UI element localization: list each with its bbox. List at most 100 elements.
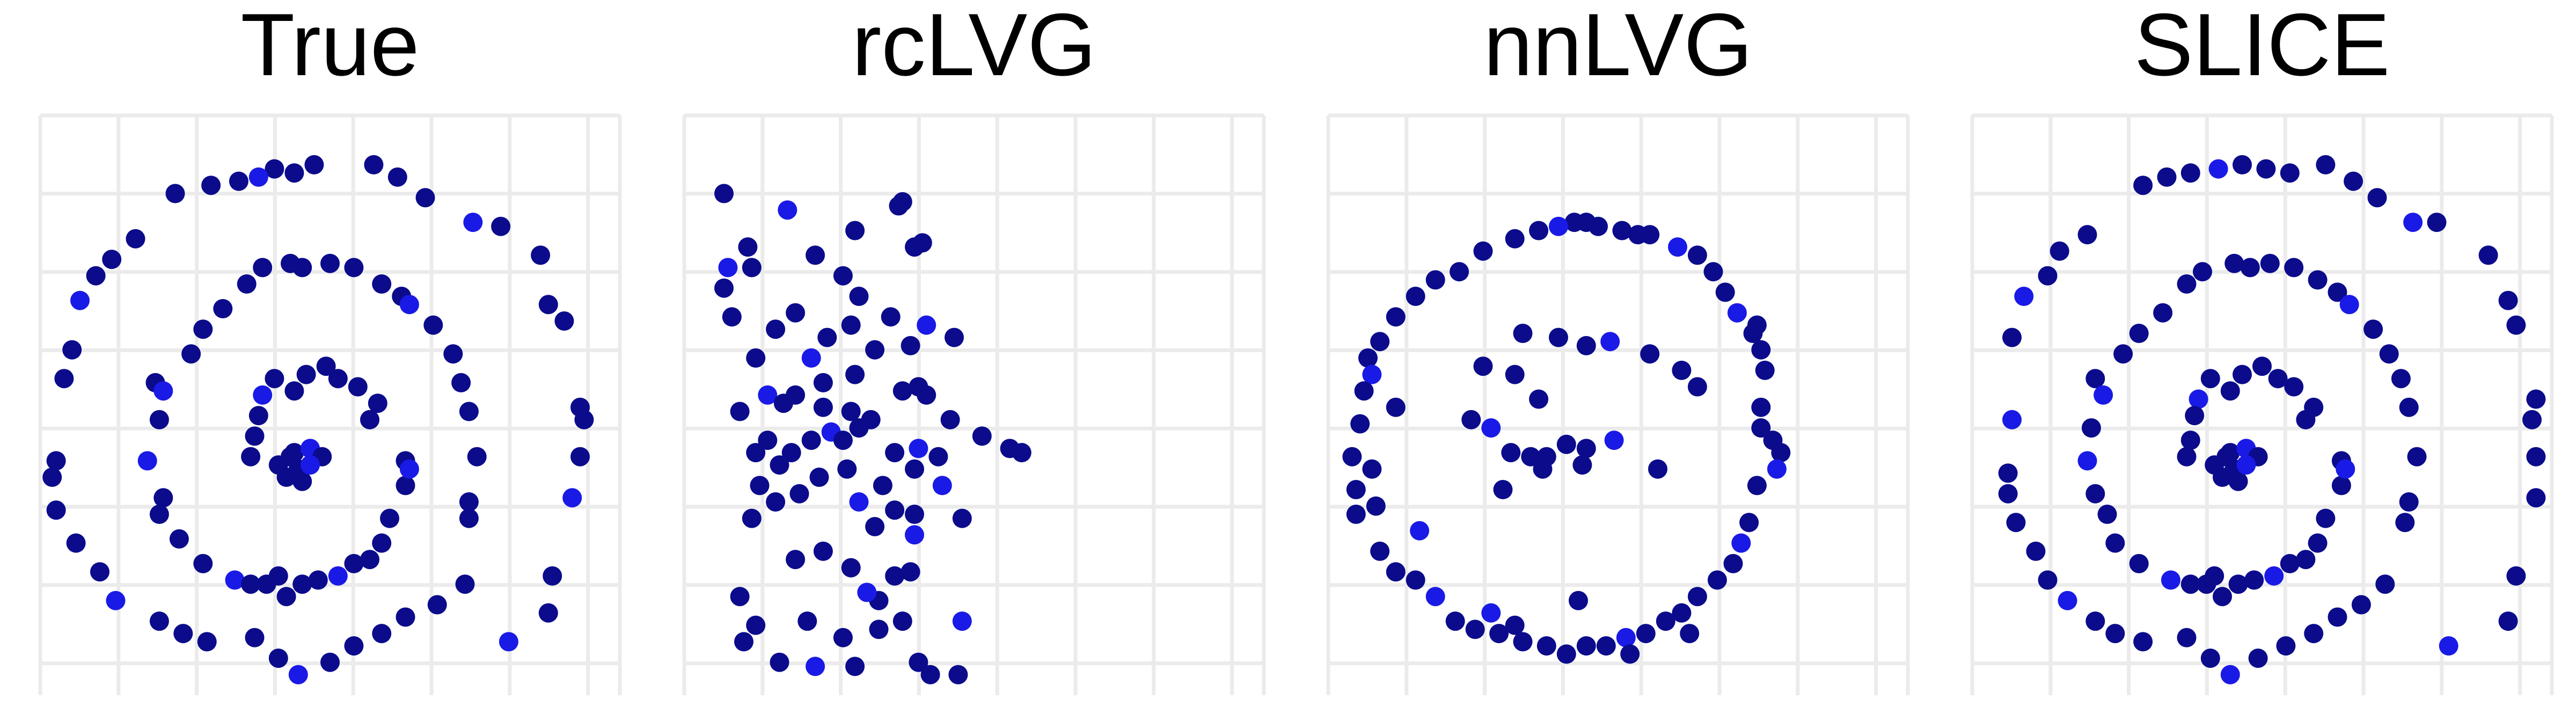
data-point bbox=[2180, 574, 2200, 594]
data-point bbox=[746, 348, 766, 368]
data-point bbox=[543, 566, 562, 586]
data-point bbox=[320, 253, 340, 273]
data-point bbox=[1450, 262, 1469, 282]
panel-points bbox=[1342, 213, 1791, 664]
data-point bbox=[1406, 570, 1425, 590]
data-point bbox=[2244, 570, 2264, 590]
data-point bbox=[229, 171, 248, 191]
data-point bbox=[372, 624, 392, 644]
data-point bbox=[360, 550, 379, 570]
data-point bbox=[102, 250, 122, 269]
data-point bbox=[1636, 624, 1656, 644]
data-point bbox=[1576, 439, 1596, 458]
data-point bbox=[714, 278, 734, 298]
data-point bbox=[153, 488, 173, 508]
data-point bbox=[1751, 418, 1771, 438]
data-point bbox=[952, 611, 972, 631]
panel-1: rcLVG bbox=[682, 0, 1266, 695]
data-point bbox=[368, 393, 387, 413]
data-point bbox=[1576, 636, 1596, 656]
data-point bbox=[284, 381, 304, 401]
data-point bbox=[948, 665, 968, 684]
data-point bbox=[2026, 541, 2046, 561]
panel-points bbox=[42, 155, 594, 684]
data-point bbox=[2006, 513, 2026, 533]
data-point bbox=[1358, 348, 1378, 368]
data-point bbox=[1672, 360, 1692, 380]
data-point bbox=[1410, 521, 1430, 541]
data-point bbox=[2316, 508, 2336, 528]
data-point bbox=[1589, 216, 1608, 236]
data-point bbox=[574, 410, 594, 429]
data-point bbox=[2478, 245, 2498, 265]
data-point bbox=[126, 229, 145, 249]
data-point bbox=[42, 468, 62, 487]
data-point bbox=[328, 566, 348, 586]
data-point bbox=[2224, 253, 2244, 273]
data-point bbox=[1425, 270, 1445, 290]
data-point bbox=[869, 619, 889, 639]
data-point bbox=[173, 624, 193, 644]
data-point bbox=[813, 397, 833, 417]
data-point bbox=[972, 426, 992, 446]
data-point bbox=[2085, 369, 2105, 389]
data-point bbox=[149, 410, 169, 429]
data-point bbox=[1354, 381, 1374, 401]
panel-title: True bbox=[240, 0, 419, 94]
data-point bbox=[2133, 176, 2153, 195]
data-point bbox=[328, 369, 348, 389]
data-point bbox=[905, 237, 924, 257]
data-point bbox=[423, 315, 443, 335]
data-point bbox=[1687, 587, 1707, 607]
data-point bbox=[734, 632, 753, 652]
data-point bbox=[169, 529, 189, 549]
data-point bbox=[538, 603, 558, 623]
data-point bbox=[2439, 636, 2458, 656]
data-point bbox=[1505, 615, 1525, 635]
data-point bbox=[786, 303, 806, 323]
data-point bbox=[2276, 636, 2296, 656]
data-point bbox=[2280, 163, 2300, 183]
panel-title: nnLVG bbox=[1483, 0, 1752, 94]
data-point bbox=[2268, 369, 2288, 389]
data-point bbox=[380, 508, 399, 528]
data-point bbox=[2395, 513, 2415, 533]
data-point bbox=[2399, 492, 2419, 512]
data-point bbox=[865, 340, 885, 360]
data-point bbox=[316, 356, 336, 376]
data-point bbox=[1998, 463, 2018, 483]
data-point bbox=[372, 533, 392, 553]
data-point bbox=[2200, 648, 2220, 668]
data-point bbox=[1998, 484, 2018, 504]
data-point bbox=[2498, 290, 2518, 310]
data-point bbox=[1715, 282, 1735, 302]
data-point bbox=[248, 167, 268, 187]
data-point bbox=[1386, 307, 1406, 327]
data-point bbox=[1640, 344, 1660, 364]
data-point bbox=[253, 258, 273, 278]
data-point bbox=[2085, 611, 2105, 631]
data-point bbox=[459, 402, 479, 421]
data-point bbox=[806, 657, 825, 676]
data-point bbox=[46, 451, 66, 471]
data-point bbox=[2248, 648, 2268, 668]
data-point bbox=[2180, 163, 2200, 183]
data-point bbox=[1739, 513, 1759, 533]
data-point bbox=[1731, 533, 1751, 553]
data-point bbox=[2193, 262, 2212, 282]
data-point bbox=[817, 327, 837, 347]
data-point bbox=[248, 406, 268, 426]
data-point bbox=[928, 447, 948, 467]
data-point bbox=[892, 611, 912, 631]
data-point bbox=[193, 553, 213, 573]
data-point bbox=[2050, 241, 2069, 261]
data-point bbox=[1350, 414, 1370, 434]
data-point bbox=[296, 365, 316, 384]
data-point bbox=[2526, 389, 2546, 409]
data-point bbox=[1572, 455, 1592, 475]
data-point bbox=[786, 550, 806, 570]
data-point bbox=[538, 295, 558, 315]
data-point bbox=[241, 447, 261, 467]
data-point bbox=[722, 307, 742, 327]
